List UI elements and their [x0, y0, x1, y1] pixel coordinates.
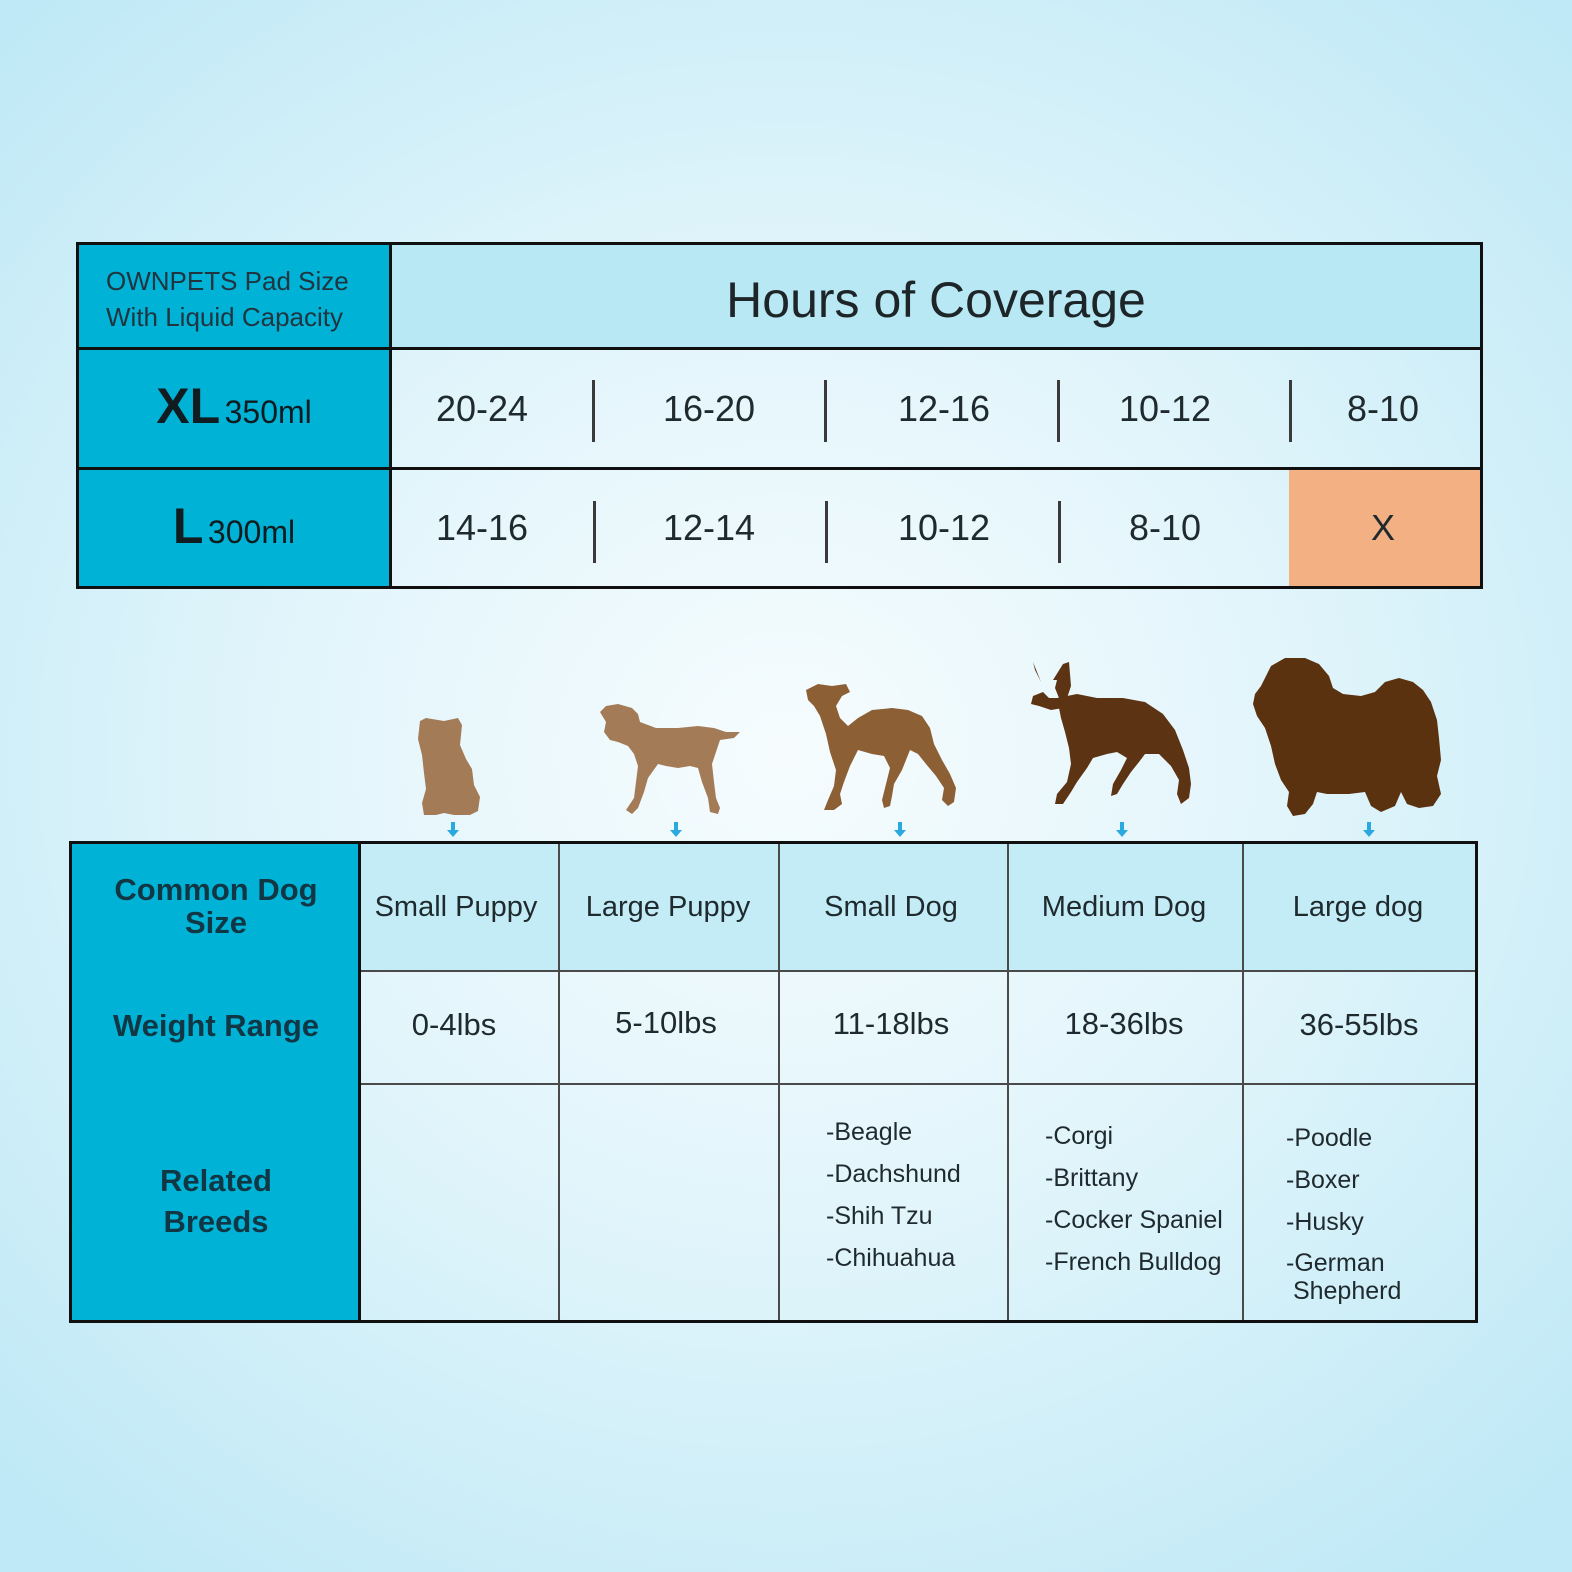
arrow-down-icon	[1363, 822, 1375, 837]
related-breeds-label: Related Breeds	[72, 1083, 360, 1320]
breed-item: -Corgi	[1045, 1122, 1114, 1150]
breed-item: -Dachshund	[826, 1160, 961, 1188]
value-separator	[825, 501, 828, 563]
weight-small-puppy: 0-4lbs	[411, 1007, 497, 1042]
coverage-heading-cell	[392, 245, 1480, 347]
size-header-row	[360, 844, 1475, 970]
size-medium-dog: Medium Dog	[1041, 891, 1207, 923]
breed-item: -German	[1286, 1249, 1385, 1277]
coverage-row-divider	[79, 467, 1480, 470]
large-dog-silhouette-icon	[1253, 658, 1441, 816]
size-code: L	[172, 498, 204, 554]
xl-hours: 16-20	[662, 388, 756, 429]
column-divider	[778, 844, 780, 1320]
l-hours: 12-14	[662, 507, 756, 548]
breed-item: -Beagle	[826, 1118, 913, 1146]
pad-size-label: OWNPETS Pad Size	[106, 266, 349, 296]
arrow-down-icon	[1116, 822, 1128, 837]
coverage-column-divider	[389, 245, 392, 586]
weight-large-puppy: 5-10lbs	[615, 1005, 717, 1040]
arrow-down-icon	[894, 822, 906, 837]
coverage-row-divider	[79, 347, 1480, 350]
pad-size-l: L 300ml	[79, 497, 389, 555]
coverage-label-cell	[79, 245, 389, 586]
column-divider	[1007, 844, 1009, 1320]
small-dog-silhouette-icon	[806, 684, 956, 810]
breed-item: -Boxer	[1286, 1166, 1360, 1194]
value-separator	[824, 380, 827, 442]
label-line: Size	[184, 905, 247, 940]
breed-item: -Husky	[1286, 1208, 1364, 1236]
l-hours-not-applicable: X	[1370, 507, 1396, 548]
value-separator	[1058, 501, 1061, 563]
coverage-x-cell	[1289, 470, 1480, 586]
dog-size-table: Common Dog Size Weight Range Related Breed…	[69, 841, 1478, 1323]
large-puppy-silhouette-icon	[600, 704, 740, 814]
value-separator	[592, 380, 595, 442]
coverage-table: OWNPETS Pad Size With Liquid Capacity Ho…	[76, 242, 1483, 589]
row-divider	[360, 970, 1475, 972]
small-puppy-silhouette-icon	[418, 718, 480, 815]
l-hours: 14-16	[435, 507, 529, 548]
breed-item: -Poodle	[1286, 1124, 1373, 1152]
weight-medium-dog: 18-36lbs	[1064, 1006, 1184, 1041]
column-divider	[1242, 844, 1244, 1320]
row-divider	[360, 1083, 1475, 1085]
breed-item: Shepherd	[1286, 1277, 1402, 1305]
xl-hours: 20-24	[435, 388, 529, 429]
xl-hours: 8-10	[1346, 388, 1420, 429]
liquid-capacity-label: With Liquid Capacity	[106, 302, 343, 332]
size-large-puppy: Large Puppy	[585, 891, 751, 923]
weight-range-label: Weight Range	[72, 970, 360, 1083]
arrow-down-icon	[447, 822, 459, 837]
l-hours: 8-10	[1128, 507, 1202, 548]
label-line: Breeds	[163, 1203, 269, 1239]
xl-hours: 10-12	[1118, 388, 1212, 429]
breed-item: -French Bulldog	[1045, 1248, 1222, 1276]
breed-item: -Shih Tzu	[826, 1202, 933, 1230]
breeds-small-dog: -Beagle -Dachshund -Shih Tzu -Chihuahua	[826, 1111, 961, 1279]
size-small-dog: Small Dog	[824, 891, 958, 923]
pad-size-xl: XL 350ml	[79, 377, 389, 435]
label-line: Related	[160, 1163, 272, 1199]
arrow-down-icon	[670, 822, 682, 837]
breed-item: -Brittany	[1045, 1164, 1139, 1192]
breeds-large-dog: -Poodle -Boxer -Husky -German Shepherd	[1286, 1117, 1401, 1305]
size-small-puppy: Small Puppy	[374, 891, 538, 923]
column-divider	[558, 844, 560, 1320]
hours-of-coverage-heading: Hours of Coverage	[726, 272, 1146, 328]
breed-item: -Cocker Spaniel	[1045, 1206, 1223, 1234]
column-divider	[358, 844, 361, 1320]
value-separator	[1289, 380, 1292, 442]
xl-hours: 12-16	[897, 388, 991, 429]
value-separator	[593, 501, 596, 563]
value-separator	[1057, 380, 1060, 442]
label-line: Common Dog	[114, 872, 318, 908]
weight-large-dog: 36-55lbs	[1299, 1007, 1419, 1042]
capacity: 350ml	[224, 394, 312, 430]
common-dog-size-label: Common Dog Size	[72, 844, 360, 970]
medium-dog-silhouette-icon	[1031, 662, 1191, 804]
breeds-medium-dog: -Corgi -Brittany -Cocker Spaniel -French…	[1045, 1115, 1223, 1283]
weight-small-dog: 11-18lbs	[832, 1006, 950, 1041]
l-hours: 10-12	[897, 507, 991, 548]
capacity: 300ml	[207, 514, 296, 550]
label-line: Weight Range	[112, 1008, 320, 1044]
size-large-dog: Large dog	[1292, 891, 1424, 923]
breed-item: -Chihuahua	[826, 1244, 956, 1272]
size-code: XL	[156, 378, 221, 434]
